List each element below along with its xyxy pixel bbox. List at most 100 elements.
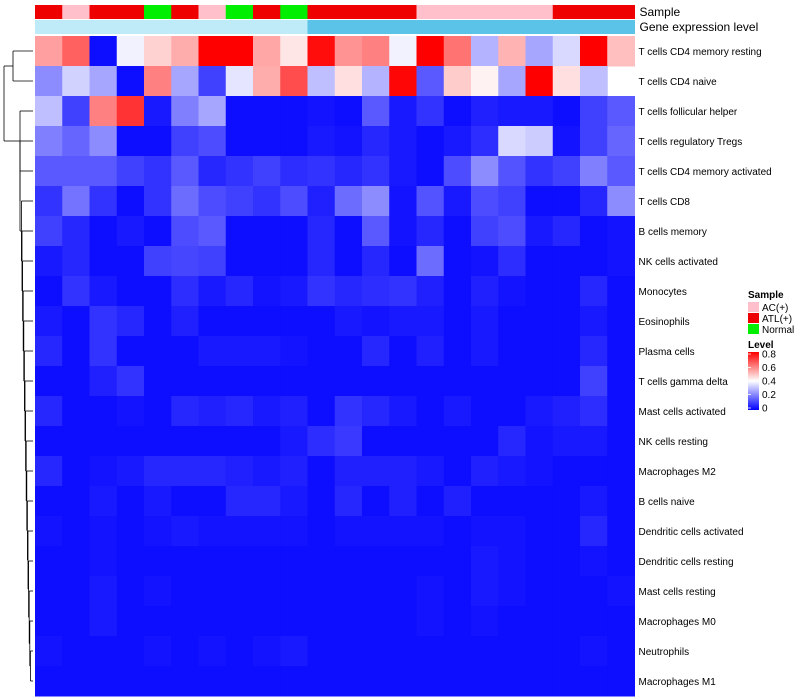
heatmap-cell bbox=[552, 576, 581, 607]
heatmap-cell bbox=[280, 456, 308, 487]
heatmap-cell bbox=[525, 306, 554, 337]
heatmap-cell bbox=[280, 126, 308, 157]
heatmap-cell bbox=[144, 36, 172, 67]
heatmap-cell bbox=[62, 186, 90, 217]
heatmap-cell bbox=[280, 576, 308, 607]
heatmap-cell bbox=[225, 546, 254, 577]
heatmap-cell bbox=[225, 636, 254, 667]
heatmap-cell bbox=[307, 246, 336, 277]
heatmap-cell bbox=[525, 546, 554, 577]
expression-annotation-cell bbox=[116, 20, 145, 34]
heatmap-cell bbox=[144, 306, 172, 337]
heatmap-cell bbox=[280, 246, 308, 277]
heatmap-cell bbox=[443, 126, 472, 157]
heatmap-cell bbox=[498, 126, 526, 157]
heatmap-cell bbox=[171, 546, 199, 577]
heatmap-cell bbox=[525, 66, 554, 97]
heatmap-cell bbox=[443, 576, 472, 607]
heatmap-cell bbox=[580, 306, 608, 337]
heatmap-cell bbox=[416, 126, 445, 157]
row-label: Eosinophils bbox=[639, 317, 690, 328]
heatmap-cell bbox=[62, 246, 90, 277]
heatmap-cell bbox=[144, 426, 172, 457]
row-label: NK cells resting bbox=[639, 437, 708, 448]
heatmap-cell bbox=[35, 516, 63, 547]
heatmap-cell bbox=[307, 396, 336, 427]
heatmap-cell bbox=[389, 306, 417, 337]
heatmap-cell bbox=[171, 396, 199, 427]
heatmap-cell bbox=[35, 156, 63, 187]
heatmap-cell bbox=[280, 486, 308, 517]
heatmap-cell bbox=[607, 666, 635, 697]
heatmap-cell bbox=[498, 486, 526, 517]
heatmap-cell bbox=[116, 456, 145, 487]
heatmap-cell bbox=[89, 186, 118, 217]
heatmap-cell bbox=[525, 456, 554, 487]
heatmap-cell bbox=[280, 396, 308, 427]
heatmap-cell bbox=[334, 96, 363, 127]
heatmap-cell bbox=[552, 546, 581, 577]
heatmap-cell bbox=[443, 666, 472, 697]
heatmap-cell bbox=[580, 36, 608, 67]
expression-annotation-cell bbox=[307, 20, 336, 34]
heatmap-cell bbox=[280, 516, 308, 547]
heatmap-cell bbox=[498, 336, 526, 367]
heatmap-cell bbox=[198, 126, 227, 157]
heatmap-cell bbox=[171, 366, 199, 397]
heatmap-cell bbox=[362, 336, 390, 367]
heatmap-cell bbox=[280, 96, 308, 127]
heatmap-cell bbox=[116, 396, 145, 427]
heatmap-cell bbox=[416, 396, 445, 427]
heatmap-cell bbox=[89, 66, 118, 97]
heatmap-cell bbox=[580, 96, 608, 127]
sample-annotation-cell bbox=[280, 5, 308, 19]
row-label: Macrophages M2 bbox=[639, 467, 717, 478]
heatmap-cell bbox=[334, 246, 363, 277]
heatmap-cell bbox=[389, 576, 417, 607]
heatmap-cell bbox=[225, 396, 254, 427]
heatmap-cell bbox=[525, 96, 554, 127]
heatmap-cell bbox=[171, 306, 199, 337]
heatmap-cell bbox=[171, 276, 199, 307]
heatmap-cell bbox=[116, 336, 145, 367]
heatmap-cell bbox=[443, 636, 472, 667]
heatmap-cell bbox=[171, 486, 199, 517]
heatmap-cell bbox=[552, 636, 581, 667]
heatmap-cell bbox=[253, 156, 281, 187]
heatmap-cell bbox=[525, 126, 554, 157]
heatmap-cell bbox=[552, 246, 581, 277]
heatmap-cell bbox=[525, 276, 554, 307]
heatmap-cell bbox=[62, 306, 90, 337]
heatmap-cell bbox=[280, 636, 308, 667]
row-label: NK cells activated bbox=[639, 257, 718, 268]
heatmap-cell bbox=[416, 216, 445, 247]
heatmap-cell bbox=[198, 276, 227, 307]
heatmap-cell bbox=[144, 96, 172, 127]
heatmap-cell bbox=[389, 66, 417, 97]
heatmap-cell bbox=[171, 126, 199, 157]
heatmap-cell bbox=[362, 276, 390, 307]
heatmap-cell bbox=[471, 126, 499, 157]
heatmap-cell bbox=[89, 366, 118, 397]
row-label: T cells CD4 memory activated bbox=[639, 167, 772, 178]
heatmap-cell bbox=[607, 396, 635, 427]
heatmap-cell bbox=[253, 246, 281, 277]
heatmap-cell bbox=[607, 216, 635, 247]
heatmap-cell bbox=[144, 336, 172, 367]
heatmap-cell bbox=[307, 276, 336, 307]
heatmap-cell bbox=[253, 546, 281, 577]
heatmap-cell bbox=[362, 216, 390, 247]
heatmap-cell bbox=[35, 96, 63, 127]
heatmap-cell bbox=[498, 576, 526, 607]
heatmap-cell bbox=[116, 246, 145, 277]
legend-sample-item: ATL(+) bbox=[762, 314, 792, 325]
heatmap-cell bbox=[362, 96, 390, 127]
annotation-track-label: Sample bbox=[640, 5, 681, 19]
sample-annotation-cell bbox=[471, 5, 499, 19]
heatmap-cell bbox=[198, 156, 227, 187]
sample-annotation-cell bbox=[116, 5, 145, 19]
row-label: Dendritic cells activated bbox=[639, 527, 744, 538]
heatmap-cell bbox=[389, 606, 417, 637]
heatmap-cell bbox=[471, 576, 499, 607]
heatmap-cell bbox=[62, 486, 90, 517]
